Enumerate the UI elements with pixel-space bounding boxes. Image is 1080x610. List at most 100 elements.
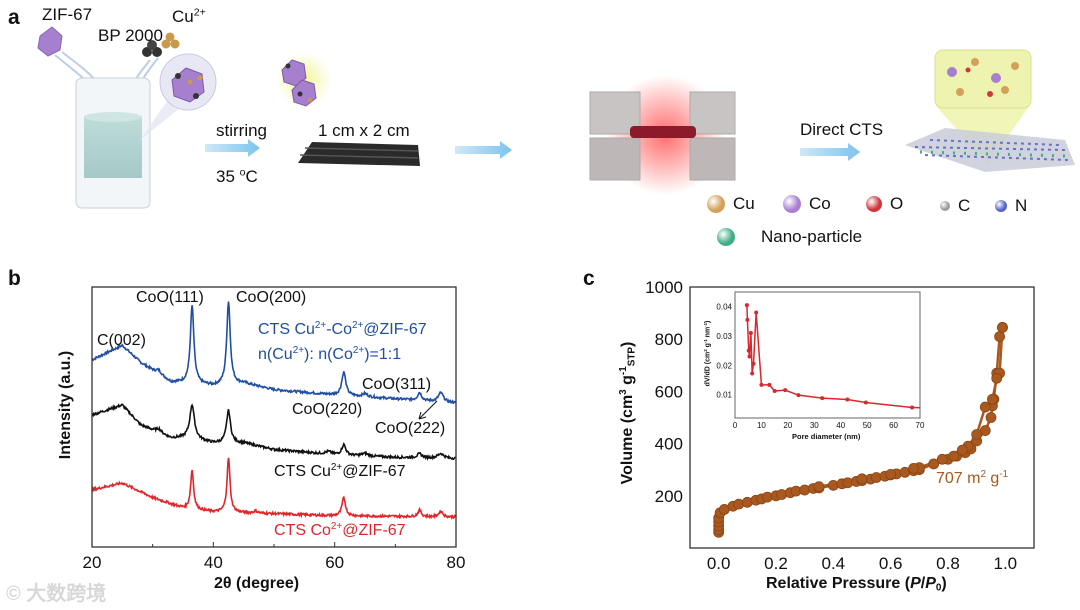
sup: 2 — [980, 469, 986, 481]
text: 2θ (degree) — [214, 575, 300, 592]
peak-label-coo200: CoO(200) — [236, 289, 307, 306]
isotherm-adsorption-point — [985, 412, 997, 423]
text: Volume (cm — [619, 394, 636, 485]
text: 707 m — [936, 470, 981, 487]
annotation-arrow — [418, 400, 438, 420]
pore-size-point — [796, 393, 801, 398]
bp2000-label: BP 2000 — [98, 26, 163, 45]
x-tick-label: 60 — [325, 553, 344, 572]
peak-label-coo220: CoO(220) — [292, 401, 363, 418]
x-tick-label: 0.4 — [822, 554, 846, 573]
legend-label: O — [890, 194, 904, 214]
x-tick-label: 20 — [83, 553, 102, 572]
legend-label: N — [1015, 196, 1028, 216]
inset-x-axis-title: Pore diameter (nm) — [792, 432, 861, 441]
inset-x-tick-label: 20 — [783, 421, 792, 430]
text: Relative Pressure ( — [766, 575, 911, 592]
temp-value: 35 — [216, 167, 240, 186]
legend-item-c: C — [940, 196, 970, 214]
isotherm-desorption-point — [948, 450, 960, 462]
text: CTS Cu — [258, 321, 315, 338]
atom-co-icon — [783, 194, 801, 213]
x-tick-label: 0.8 — [936, 554, 960, 573]
inset-y-tick-label: 0.04 — [716, 303, 732, 312]
legend-label: Cu — [733, 194, 755, 214]
text: ): n(Co — [303, 346, 353, 363]
sup: -1 — [618, 366, 630, 376]
pore-size-point — [745, 317, 750, 322]
text: ) — [619, 341, 636, 347]
inset-x-tick-label: 10 — [757, 421, 766, 430]
text: ) — [941, 575, 947, 592]
inset-y-axis-title: dV/dD (cm3 g-1 nm-1) — [702, 294, 712, 414]
arrow-icon — [455, 141, 512, 159]
charge: 2+ — [330, 521, 343, 533]
text: @ZIF-67 — [342, 522, 406, 539]
text: / — [920, 575, 926, 592]
peak-label-coo111: CoO(111) — [136, 289, 204, 306]
y-tick-label: 400 — [655, 435, 683, 454]
charge: 2+ — [314, 320, 327, 332]
isotherm-desorption-point — [997, 322, 1008, 333]
inset-frame — [734, 291, 921, 419]
bp2000-carbon-icon — [142, 40, 162, 57]
arrow-icon — [800, 143, 860, 161]
pore-size-point — [746, 348, 751, 353]
isotherm-desorption-point — [956, 444, 968, 456]
legend-label: Nano-particle — [761, 227, 863, 247]
xrd-x-axis-title: 2θ (degree) — [214, 576, 299, 592]
isotherm-desorption-point — [856, 473, 868, 485]
watermark: © 大数跨境 — [6, 583, 107, 605]
atom-cu-icon — [707, 194, 725, 213]
legend-item-cu: Cu — [707, 194, 755, 213]
inset-y-tick-label: 0.03 — [716, 332, 732, 341]
text: -Co — [326, 321, 352, 338]
panel-label-a: a — [8, 6, 20, 29]
pore-size-point — [845, 397, 850, 402]
pore-size-point — [910, 405, 915, 410]
x-tick-label: 0.6 — [879, 554, 903, 573]
text: dV/dD (cm — [704, 351, 712, 387]
pore-size-point — [748, 331, 753, 336]
arrow-icon — [205, 139, 260, 157]
y-tick-label: 600 — [655, 382, 683, 401]
isotherm-desorption-point — [987, 393, 998, 405]
x-tick-label: 0.2 — [764, 554, 788, 573]
pore-size-point — [754, 310, 759, 315]
pore-size-point — [747, 354, 752, 359]
product-sheet-icon — [905, 49, 1075, 172]
text: P — [925, 575, 936, 592]
sub: STP — [626, 347, 638, 367]
pore-size-point — [767, 382, 772, 387]
atom-c-icon — [940, 200, 950, 211]
isotherm-desorption-point — [908, 462, 919, 474]
text: )=1:1 — [364, 346, 402, 363]
legend-label: Co — [809, 194, 831, 214]
legend-black-series: CTS Cu2+@ZIF-67 — [274, 463, 406, 480]
formatted-text: Relative Pressure (P/P0) — [766, 575, 947, 593]
x-tick-label: 0.0 — [707, 554, 731, 573]
x-tick-label: 40 — [204, 553, 223, 572]
peak-label-c002: C(002) — [97, 332, 146, 349]
cu-ion-label: Cu2+ — [172, 7, 206, 25]
text: @ZIF-67 — [342, 463, 406, 480]
xrd-series-line-2 — [91, 457, 457, 521]
temp-unit: C — [245, 167, 258, 186]
charge: 2+ — [351, 320, 364, 332]
temperature-label: 35 oC — [216, 166, 258, 186]
sup: 3 — [702, 349, 708, 352]
text: n(Cu — [258, 346, 293, 363]
x-tick-label: 1.0 — [994, 554, 1018, 573]
isotherm-y-axis-title: Volume (cm3 g-1STP) — [618, 323, 638, 503]
degree-sign: o — [239, 166, 246, 179]
x-tick-label: 80 — [447, 553, 466, 572]
pore-size-inset-chart: 0 10 20 30 40 50 60 70 0.01 0.02 0.03 0.04 — [716, 291, 925, 430]
pore-size-point — [751, 361, 756, 366]
y-tick-label: 800 — [655, 330, 683, 349]
formatted-text: 707 m2 g-1 — [936, 470, 1008, 487]
xrd-series-line-0 — [91, 301, 457, 404]
zif67-cube-icon — [37, 26, 63, 57]
inset-x-tick-label: 50 — [863, 421, 872, 430]
